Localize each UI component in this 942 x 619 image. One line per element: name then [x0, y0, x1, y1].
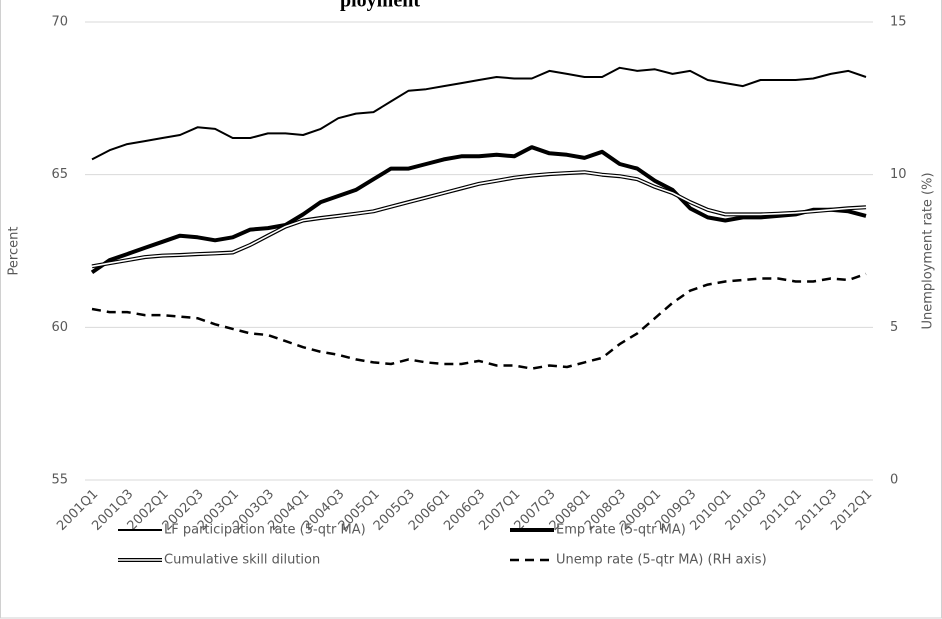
y2-tick-label: 15 [890, 15, 907, 30]
legend-label: Emp rate (5-qtr MA) [556, 523, 686, 538]
series-line [90, 145, 867, 275]
series-line [91, 171, 867, 268]
y2-tick-label: 5 [890, 320, 898, 335]
y2-tick-label: 10 [890, 167, 907, 182]
y-tick-label: 55 [51, 473, 68, 488]
y2-axis-label: Unemployment rate (%) [921, 172, 936, 329]
legend-label: Cumulative skill dilution [164, 553, 320, 568]
y2-tick-label: 0 [890, 473, 898, 488]
y-axis-label: Percent [7, 227, 22, 276]
series-line [91, 272, 867, 370]
series-line [91, 66, 867, 161]
y-tick-label: 60 [51, 320, 68, 335]
chart-title: ployment [340, 0, 420, 12]
legend-label: LF participation rate (5-qtr MA) [164, 523, 366, 538]
y-tick-label: 70 [51, 15, 68, 30]
y-tick-label: 65 [51, 167, 68, 182]
legend-label: Unemp rate (5-qtr MA) (RH axis) [556, 553, 767, 568]
